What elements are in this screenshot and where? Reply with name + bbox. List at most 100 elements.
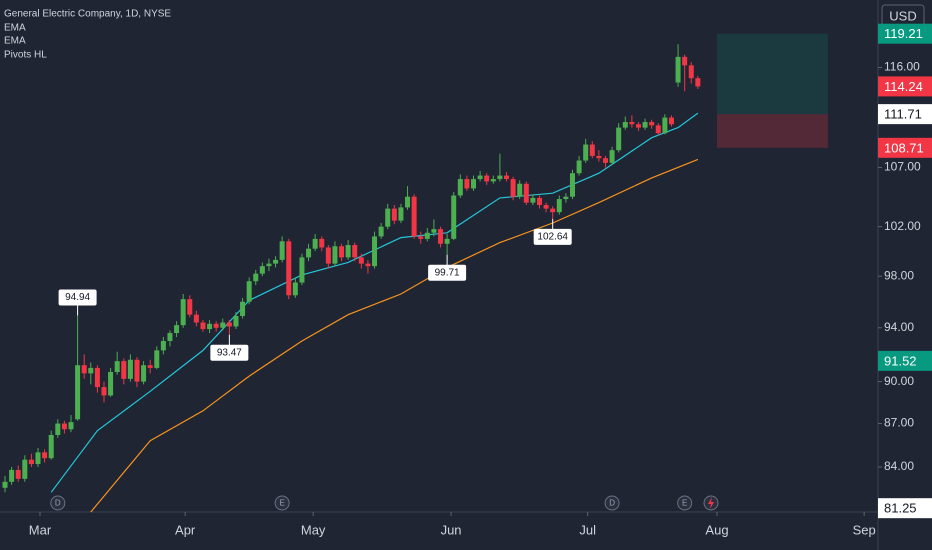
pivot-label: 93.47	[217, 347, 242, 358]
legend-entry: EMA	[4, 23, 26, 34]
candle-body	[464, 179, 470, 189]
price-badge	[878, 76, 932, 97]
candle-body	[266, 263, 272, 267]
candle-body	[200, 322, 206, 330]
candle-body	[372, 236, 378, 267]
candle-body	[127, 359, 133, 379]
candle-body	[174, 325, 180, 334]
candle-body	[668, 117, 674, 125]
candle-body	[35, 452, 41, 465]
x-tick-label: Jun	[441, 522, 462, 537]
candle-body	[635, 124, 641, 128]
candle-body	[141, 365, 147, 382]
price-badge	[878, 498, 932, 519]
candle-body	[233, 315, 239, 327]
event-label: D	[55, 499, 61, 508]
price-badge-label: 114.24	[884, 79, 923, 94]
candle-body	[121, 361, 127, 379]
candle-body	[411, 196, 417, 237]
currency[interactable]: USD	[889, 8, 916, 23]
candle-body	[108, 372, 114, 396]
price-badge	[878, 137, 932, 158]
legend-entry: Pivots HL	[4, 50, 47, 61]
candle-body	[378, 226, 384, 237]
candle-body	[68, 422, 74, 430]
pivot-box	[58, 289, 97, 306]
event-label: E	[279, 499, 284, 508]
candle-body	[424, 232, 430, 239]
candle-body	[569, 173, 575, 197]
candle-body	[319, 238, 325, 248]
candle-body	[180, 299, 186, 326]
legend-entry: EMA	[4, 36, 26, 47]
candle-body	[81, 365, 87, 374]
event-marker	[274, 495, 290, 511]
candle-body	[114, 361, 120, 373]
stop-zone	[716, 114, 828, 148]
candle-body	[497, 175, 503, 180]
candle-body	[418, 236, 424, 239]
ema-line	[90, 158, 699, 513]
legend: General Electric Company, 1D, NYSE EMA E…	[4, 9, 171, 61]
event-label: D	[609, 499, 615, 508]
candle-body	[503, 175, 510, 180]
candle-body	[312, 238, 318, 249]
candle-body	[583, 144, 589, 161]
price-badge-label: 119.21	[884, 26, 923, 41]
candle-body	[510, 179, 516, 197]
candle-body	[2, 481, 8, 488]
candle-body	[75, 365, 81, 420]
candle-body	[391, 208, 397, 221]
event-marker	[50, 495, 66, 511]
event-label: E	[682, 499, 687, 508]
candle-body	[642, 122, 648, 128]
y-tick-label: 116.00	[884, 60, 920, 74]
x-tick-label: Jul	[579, 522, 596, 537]
candle-body	[345, 245, 351, 258]
candle-body	[385, 208, 391, 227]
candle-body	[207, 323, 213, 330]
candle-body	[536, 197, 543, 206]
candle-body	[147, 365, 153, 368]
y-tick-label: 87.00	[884, 416, 914, 430]
candle-body	[286, 241, 292, 296]
candle-body	[622, 122, 628, 128]
candle-body	[88, 367, 94, 374]
price-badge	[878, 104, 932, 125]
candle-body	[306, 248, 312, 258]
candle-body	[365, 263, 371, 267]
x-tick-label: May	[301, 522, 326, 537]
candle-body	[655, 125, 661, 134]
pivot-box	[428, 264, 467, 281]
chart-title: General Electric Company, 1D, NYSE	[4, 9, 171, 20]
price-badge-label: 111.71	[884, 107, 922, 122]
candle-body	[15, 469, 21, 479]
candle-body	[523, 183, 529, 203]
candle-body	[240, 301, 246, 316]
y-tick-label: 98.00	[884, 268, 914, 282]
candle-body	[352, 245, 358, 258]
candle-body	[596, 155, 602, 159]
candle-body	[438, 229, 444, 244]
price-badge-label: 108.71	[884, 140, 924, 155]
candle-body	[42, 452, 48, 459]
candle-body	[339, 246, 345, 258]
price-badge-label: 91.52	[884, 353, 917, 368]
candle-body	[253, 273, 259, 282]
target-zone	[716, 33, 828, 115]
candle-body	[602, 158, 608, 163]
candle-body	[431, 229, 437, 233]
price-badge	[878, 350, 932, 371]
candle-body	[517, 183, 523, 197]
candle-body	[55, 423, 61, 435]
candle-body	[332, 246, 338, 264]
x-tick-label: Mar	[29, 522, 52, 537]
candle-body	[167, 333, 173, 342]
candle-body	[675, 56, 681, 83]
candle-body	[358, 257, 364, 264]
candle-body	[490, 179, 496, 182]
price-badge	[878, 23, 932, 44]
candle-body	[695, 78, 701, 87]
event-marker	[677, 495, 693, 511]
